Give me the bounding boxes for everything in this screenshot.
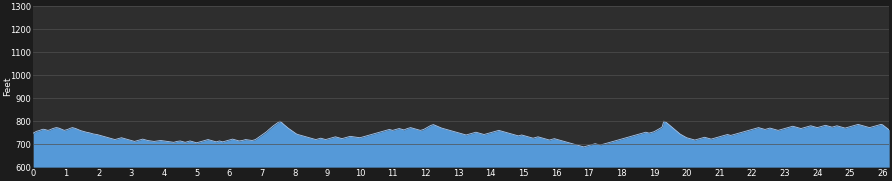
Y-axis label: Feet: Feet (3, 77, 12, 96)
